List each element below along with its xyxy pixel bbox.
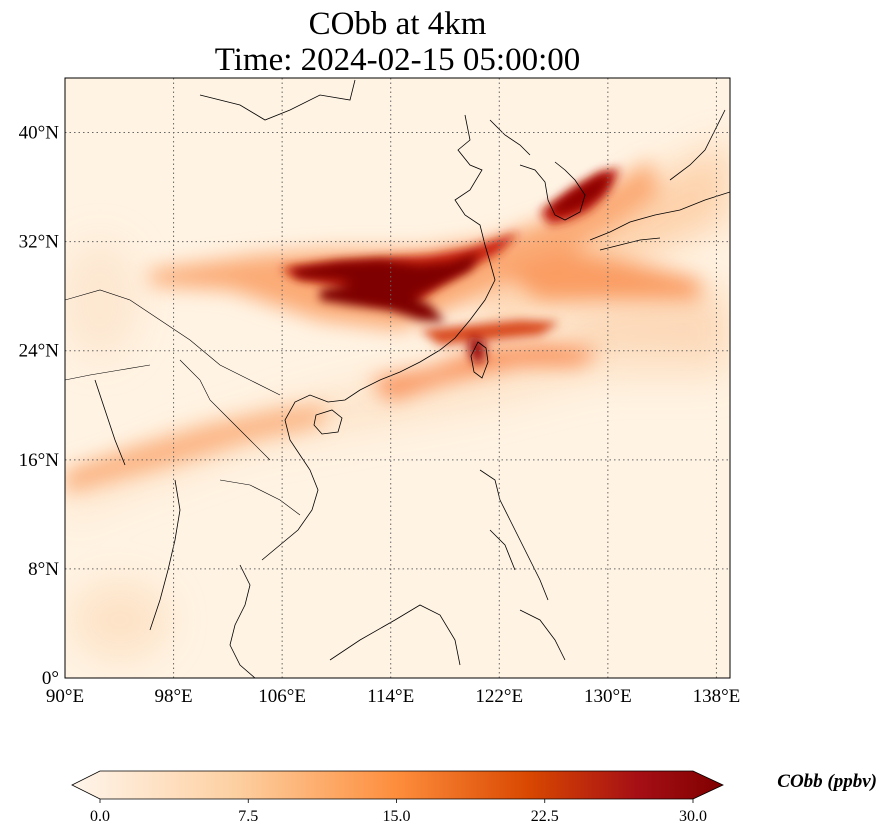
y-tick-label: 32°N [19,232,60,253]
y-tick-label: 16°N [19,450,60,471]
x-tick-labels: 90°E 98°E 106°E 114°E 122°E 130°E 138°E [46,686,740,707]
x-tick-label: 130°E [584,686,632,707]
colorbar: 0.0 7.5 15.0 22.5 30.0 CObb (ppbv) [71,770,877,825]
concentration-field [65,78,730,678]
map-title-line2: Time: 2024-02-15 05:00:00 [214,42,581,78]
x-tick-label: 114°E [367,686,414,707]
colorbar-tick-label: 15.0 [383,808,411,825]
colorbar-ticks: 0.0 7.5 15.0 22.5 30.0 [90,799,707,825]
y-tick-label: 40°N [19,123,60,144]
x-tick-label: 98°E [154,686,192,707]
coastlines [65,79,730,678]
y-tick-labels: 0° 8°N 16°N 24°N 32°N 40°N [19,123,60,689]
x-tick-label: 122°E [475,686,523,707]
map-frame [64,77,731,679]
y-tick-label: 24°N [19,341,60,362]
colorbar-tick-label: 30.0 [679,808,707,825]
x-tick-label: 138°E [693,686,741,707]
colorbar-bar [71,770,724,800]
map-title-line1: CObb at 4km [308,6,487,42]
y-tick-label: 0° [42,668,59,689]
colorbar-label: CObb (ppbv) [777,771,877,792]
y-tick-label: 8°N [28,559,59,580]
gridlines [65,78,730,678]
x-tick-label: 90°E [46,686,84,707]
x-tick-label: 106°E [258,686,306,707]
colorbar-tick-label: 7.5 [238,808,258,825]
colorbar-tick-label: 0.0 [90,808,110,825]
colorbar-tick-label: 22.5 [531,808,559,825]
